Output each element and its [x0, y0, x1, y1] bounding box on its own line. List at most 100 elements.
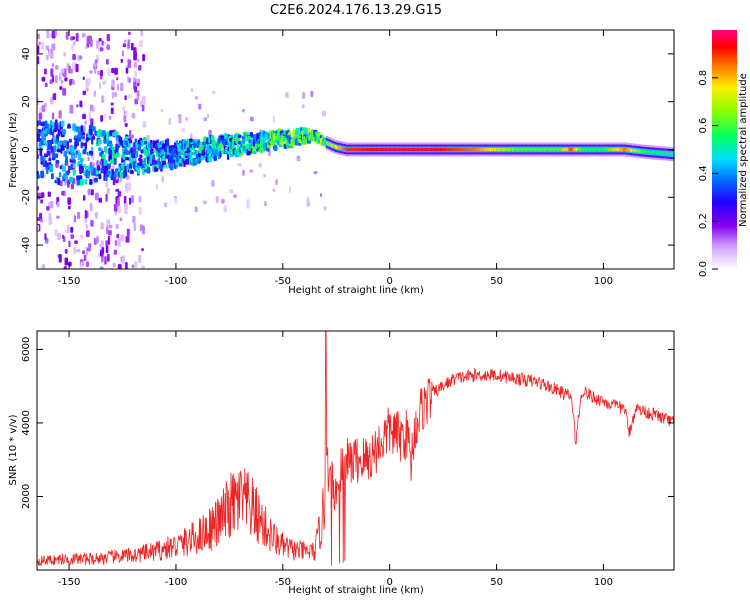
ridge-cell	[51, 146, 54, 153]
noise-cell	[41, 41, 45, 50]
x-tick-label: 100	[594, 276, 613, 287]
noise-cell	[73, 246, 76, 255]
noise-cell	[123, 39, 127, 43]
noise-cell	[203, 117, 208, 122]
ridge-cell	[49, 164, 54, 173]
noise-cell	[250, 116, 254, 122]
noise-cell	[198, 103, 202, 110]
noise-cell	[134, 70, 137, 79]
noise-cell	[79, 265, 82, 269]
noise-cell	[131, 42, 134, 51]
noise-cell	[51, 43, 56, 51]
ridge-cell	[38, 128, 41, 133]
noise-cell	[108, 224, 113, 229]
spectrogram-y-axis: -40 -20 0 20 40	[21, 48, 674, 253]
noise-cell	[116, 77, 119, 81]
ridge-cell	[156, 139, 159, 144]
noise-cell	[104, 80, 107, 84]
noise-cell	[58, 253, 62, 263]
noise-cell	[124, 110, 128, 117]
colorbar-tick-label: 0.8	[698, 70, 709, 86]
noise-cell	[111, 79, 115, 88]
noise-cell	[51, 75, 55, 83]
ridge-cell	[178, 140, 183, 145]
noise-cell	[107, 68, 111, 76]
ridge-cell	[237, 140, 242, 145]
noise-cell	[301, 104, 305, 109]
noise-cell	[285, 92, 289, 98]
ridge-cell	[88, 150, 93, 155]
noise-cell	[310, 90, 314, 97]
noise-cell	[89, 203, 93, 212]
noise-cell	[84, 210, 87, 219]
colorbar-tick-label: 0.4	[698, 165, 709, 181]
ridge-cell	[68, 166, 73, 170]
noise-cell	[60, 80, 64, 84]
colorbar-label: Normalized spectral amplitude	[738, 73, 749, 227]
noise-cell	[112, 262, 116, 268]
noise-cell	[181, 127, 185, 132]
noise-cell	[142, 95, 146, 105]
ridge-cell	[129, 170, 134, 175]
ridge-cell	[89, 127, 93, 136]
noise-cell	[141, 104, 145, 112]
ridge-cell	[55, 138, 60, 143]
noise-cell	[85, 230, 90, 238]
noise-cell	[114, 240, 118, 246]
noise-cell	[67, 197, 72, 205]
noise-cell	[72, 41, 76, 46]
noise-cell	[133, 51, 137, 61]
noise-cell	[100, 222, 104, 230]
noise-cell	[43, 173, 47, 178]
noise-cell	[82, 250, 85, 255]
colorbar-tick-label: 0.2	[698, 213, 709, 229]
x-tick-label: 50	[490, 577, 503, 588]
ridge-cell	[132, 148, 137, 155]
noise-cell	[91, 162, 95, 167]
noise-cell	[115, 188, 120, 192]
noise-cell	[121, 50, 124, 57]
ridge-cell	[80, 158, 84, 162]
ridge-cell	[48, 157, 52, 162]
noise-cell	[69, 104, 74, 114]
noise-cell	[49, 33, 53, 38]
noise-cell	[125, 67, 129, 74]
ridge-cell	[60, 120, 65, 127]
noise-cell	[64, 229, 68, 234]
noise-cell	[115, 223, 119, 229]
noise-cell	[48, 48, 52, 57]
ridge-cell	[280, 138, 284, 146]
noise-cell	[51, 112, 55, 120]
ridge-cell	[88, 124, 93, 130]
ridge-cell	[79, 178, 84, 186]
ridge-cell	[110, 174, 115, 181]
ridge-cell	[288, 131, 292, 135]
spectrogram-x-axis: -150 -100 -50 0 50 100	[58, 30, 613, 287]
ridge-cell	[303, 138, 307, 145]
noise-cell	[94, 59, 98, 64]
noise-cell	[48, 216, 53, 225]
noise-cell	[37, 192, 41, 200]
noise-cell	[263, 174, 267, 178]
noise-cell	[160, 108, 164, 113]
ridge-cell	[113, 157, 117, 165]
noise-cell	[63, 52, 67, 57]
noise-cell	[41, 76, 46, 82]
noise-cell	[127, 228, 130, 238]
ridge-cell	[40, 170, 45, 179]
ridge-cell	[119, 171, 124, 179]
noise-cell	[72, 62, 77, 71]
ridge-cell	[58, 172, 62, 178]
noise-cell	[119, 178, 122, 183]
ridge-cell	[98, 173, 102, 180]
ridge-cell	[135, 150, 139, 158]
ridge-cell	[81, 136, 86, 140]
ridge-cell	[136, 167, 140, 174]
ridge-cell	[81, 132, 86, 136]
spectrogram-panel: -150 -100 -50 0 50 100 -40 -20 0 20 40 Height of …	[8, 29, 675, 296]
noise-cell	[96, 236, 99, 244]
noise-cell	[122, 43, 127, 48]
x-tick-label: 50	[490, 276, 503, 287]
ridge-cell	[142, 167, 145, 175]
noise-cell	[190, 133, 193, 140]
